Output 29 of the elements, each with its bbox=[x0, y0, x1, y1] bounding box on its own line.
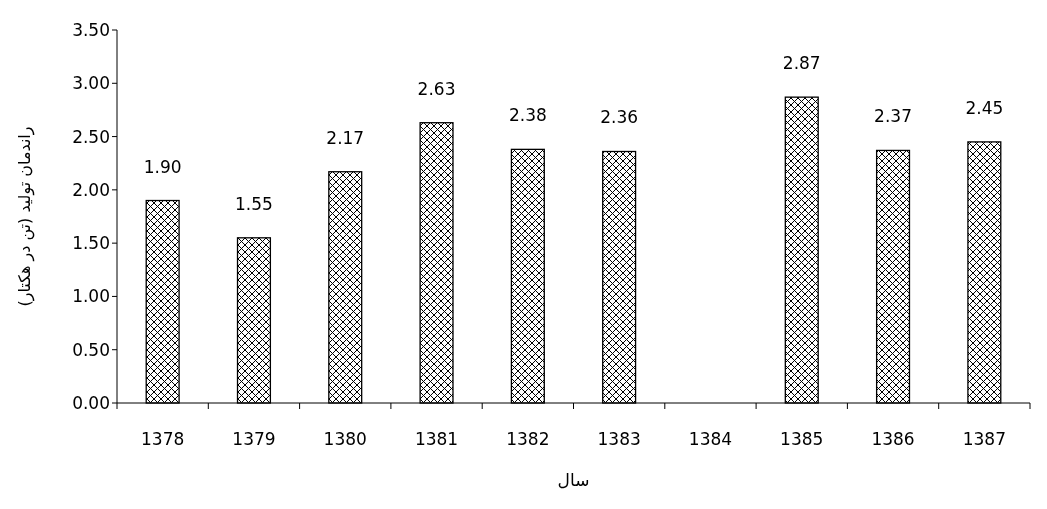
data-label: 1.90 bbox=[143, 156, 182, 177]
data-label: 2.63 bbox=[417, 78, 456, 99]
y-tick-label: 0.00 bbox=[72, 393, 110, 413]
x-axis-title: سال bbox=[557, 470, 590, 490]
x-tick-label: 1384 bbox=[688, 429, 733, 449]
x-tick-label: 1385 bbox=[780, 429, 824, 449]
y-axis-title: راندمان تولید (تن در هکتار) bbox=[15, 126, 35, 307]
data-label: 2.17 bbox=[326, 127, 365, 148]
x-tick-label: 1381 bbox=[414, 429, 459, 449]
x-tick-label: 1386 bbox=[871, 429, 915, 449]
y-tick-label: 2.50 bbox=[72, 126, 110, 147]
data-label: 2.45 bbox=[965, 97, 1004, 118]
x-tick-label: 1378 bbox=[141, 429, 185, 449]
y-tick-label: 3.50 bbox=[72, 20, 110, 40]
y-tick-label: 3.00 bbox=[72, 73, 110, 94]
x-tick-label: 1380 bbox=[323, 429, 367, 449]
data-label: 2.87 bbox=[782, 53, 821, 74]
data-label: 2.38 bbox=[508, 105, 547, 126]
data-label: 1.55 bbox=[235, 193, 273, 214]
data-label: 2.37 bbox=[874, 106, 912, 127]
x-tick-label: 1382 bbox=[506, 429, 550, 449]
y-tick-label: 1.50 bbox=[72, 233, 110, 254]
y-tick-label: 1.00 bbox=[72, 286, 110, 307]
x-tick-label: 1383 bbox=[597, 429, 641, 449]
x-tick-label: 1387 bbox=[962, 429, 1006, 449]
x-tick-label: 1379 bbox=[232, 429, 276, 449]
y-tick-label: 0.50 bbox=[72, 339, 110, 360]
y-tick-label: 2.00 bbox=[72, 179, 110, 200]
data-label: 2.36 bbox=[600, 107, 639, 128]
